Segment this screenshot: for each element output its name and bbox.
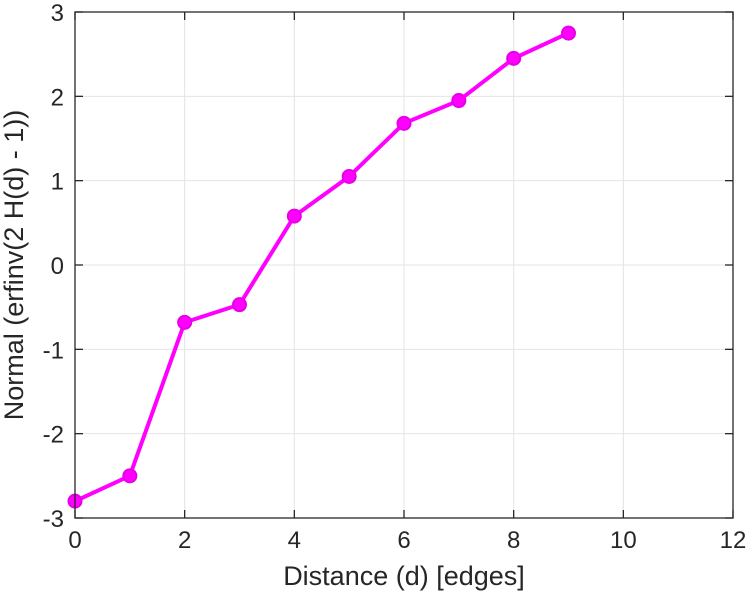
x-tick-label: 0 xyxy=(68,527,81,554)
x-tick-label: 12 xyxy=(720,527,747,554)
data-point-marker xyxy=(451,93,467,109)
data-point-marker xyxy=(232,297,247,313)
y-tick-label: 0 xyxy=(51,253,64,280)
y-tick-label: -3 xyxy=(43,506,64,533)
y-tick-label: 1 xyxy=(51,169,64,196)
x-tick-label: 4 xyxy=(288,527,301,554)
data-point-marker xyxy=(506,50,522,66)
x-tick-label: 2 xyxy=(178,527,191,554)
data-point-marker xyxy=(286,208,302,224)
data-line xyxy=(73,31,571,504)
data-point-marker xyxy=(177,314,193,330)
x-axis-label: Distance (d) [edges] xyxy=(283,561,525,591)
data-point-marker xyxy=(561,25,576,41)
x-tick-label: 6 xyxy=(397,527,410,554)
y-tick-label: -2 xyxy=(43,422,64,449)
x-tick-label: 10 xyxy=(610,527,637,554)
data-point-marker xyxy=(396,115,412,131)
axis-layer xyxy=(74,11,734,519)
y-tick-label: -1 xyxy=(43,337,64,364)
y-tick-label: 2 xyxy=(51,84,64,111)
y-axis-label: Normal (erfinv(2 H(d) - 1)) xyxy=(0,110,29,421)
data-layer xyxy=(67,25,576,509)
y-tick-label: 3 xyxy=(51,0,64,27)
data-point-marker xyxy=(341,168,357,184)
x-tick-label: 8 xyxy=(507,527,520,554)
data-point-marker xyxy=(122,468,138,484)
grid-layer xyxy=(74,11,734,519)
